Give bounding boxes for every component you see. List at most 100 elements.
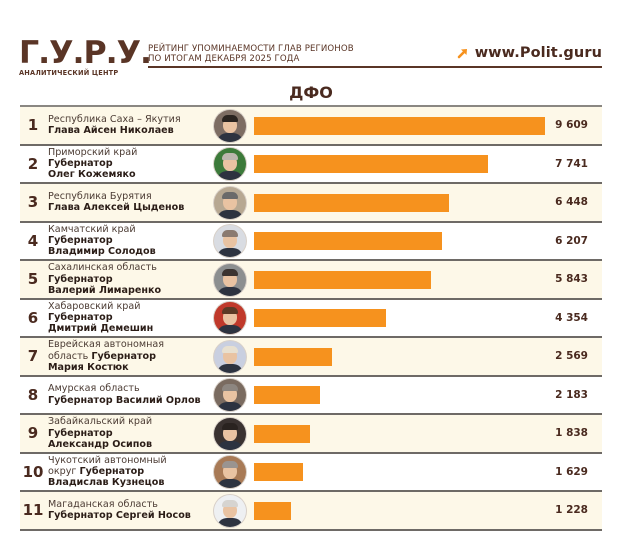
avatar-hair <box>222 230 238 237</box>
table-row: 1 Республика Саха – Якутия Глава Айсен Ник… <box>20 107 602 146</box>
avatar-suit <box>217 363 243 373</box>
official-name: Олег Кожемяко <box>48 169 136 181</box>
avatar-hair <box>222 114 238 122</box>
region-name-tail: область <box>48 350 89 362</box>
table-row: 2 Приморский край Губернатор Олег Кожемяко 7… <box>20 146 602 184</box>
avatar <box>214 456 246 488</box>
region-name-tail: округ <box>48 466 77 478</box>
official-name: Александр Осипов <box>48 438 153 450</box>
region-title-line: округ Губернатор <box>48 466 218 477</box>
mentions-bar <box>254 193 450 212</box>
avatar-suit <box>217 209 243 219</box>
mentions-bar <box>254 463 304 481</box>
avatar <box>214 379 246 411</box>
avatar-hair <box>222 499 238 507</box>
rank-number: 6 <box>27 308 39 327</box>
ranking-table: 1 Республика Саха – Якутия Глава Айсен Ник… <box>20 105 602 531</box>
official-name: Владимир Солодов <box>48 246 156 258</box>
avatar-suit <box>217 325 243 334</box>
report-title-line2: ПО ИТОГАМ ДЕКАБРЯ 2025 ГОДА <box>148 54 300 64</box>
rank-number: 10 <box>22 462 44 481</box>
mentions-bar <box>254 232 442 250</box>
official-title: Губернатор <box>48 427 113 439</box>
rank-number: 11 <box>22 501 44 520</box>
mentions-bar <box>254 270 431 289</box>
bar-track <box>254 424 545 443</box>
site-link[interactable]: www.Polit.guru <box>457 45 602 61</box>
official-title: Губернатор <box>48 235 113 247</box>
bar-track <box>254 501 545 520</box>
avatar-hair <box>222 307 238 314</box>
official-info: Чукотский автономный округ Губернатор Влад… <box>48 454 218 491</box>
avatar-hair <box>222 345 238 353</box>
official-title-name: Глава Айсен Николаев <box>48 125 174 137</box>
official-name: Валерий Лимаренко <box>48 284 162 296</box>
official-title-name: Глава Алексей Цыденов <box>48 202 185 214</box>
region-name: Еврейская автономная <box>48 339 165 351</box>
logo: Г.У.Р.У. АНАЛИТИЧЕСКИЙ ЦЕНТР <box>19 35 152 78</box>
official-title-name: Губернатор Сергей Носов <box>48 510 191 522</box>
official-info: Сахалинская область Губернатор Валерий Лим… <box>48 261 218 298</box>
bar-track <box>254 155 545 173</box>
avatar <box>214 186 246 219</box>
region-name: Камчатский край <box>48 223 136 235</box>
official-name: Мария Костюк <box>48 361 129 373</box>
avatar-hair <box>222 461 238 468</box>
avatar-suit <box>217 248 243 257</box>
table-row: 3 Республика Бурятия Глава Алексей Цыденов… <box>20 184 602 223</box>
logo-main: Г.У.Р.У. <box>19 35 152 71</box>
rank-number: 3 <box>27 193 39 212</box>
table-row: 6 Хабаровский край Губернатор Дмитрий Демеш… <box>20 300 602 338</box>
bar-track <box>254 232 545 250</box>
report-title-line1: РЕЙТИНГ УПОМИНАЕМОСТИ ГЛАВ РЕГИОНОВ <box>148 44 354 54</box>
region-name: Амурская область <box>48 383 140 395</box>
mentions-bar <box>254 155 489 173</box>
table-row: 11 Магаданская область Губернатор Сергей Н… <box>20 492 602 531</box>
avatar <box>214 263 246 296</box>
region-name: Сахалинская область <box>48 262 157 274</box>
avatar <box>214 302 246 334</box>
region-name: Чукотский автономный <box>48 454 167 466</box>
official-info: Еврейская автономная область Губернатор Ма… <box>48 338 218 375</box>
official-info: Камчатский край Губернатор Владимир Солодо… <box>48 223 218 260</box>
bar-track <box>254 270 545 289</box>
mentions-bar <box>254 501 292 520</box>
table-row: 5 Сахалинская область Губернатор Валерий Ли… <box>20 261 602 300</box>
bar-track <box>254 193 545 212</box>
avatar-suit <box>217 440 243 450</box>
avatar-suit <box>217 517 243 527</box>
mentions-bar <box>254 309 386 327</box>
rank-number: 5 <box>27 270 39 289</box>
official-info: Республика Бурятия Глава Алексей Цыденов <box>48 184 218 221</box>
table-row: 10 Чукотский автономный округ Губернатор Вл… <box>20 454 602 492</box>
bar-track <box>254 347 545 366</box>
avatar <box>214 148 246 180</box>
official-info: Амурская область Губернатор Василий Орлов <box>48 377 218 414</box>
avatar-suit <box>217 479 243 488</box>
mentions-value: 6 207 <box>555 234 588 247</box>
official-name: Дмитрий Демешин <box>48 323 154 335</box>
avatar-hair <box>222 153 238 160</box>
official-info: Хабаровский край Губернатор Дмитрий Демеши… <box>48 300 218 337</box>
rank-number: 8 <box>27 385 39 404</box>
official-title: Губернатор <box>48 312 113 324</box>
bar-track <box>254 116 545 135</box>
avatar-suit <box>217 132 243 142</box>
region-name: Хабаровский край <box>48 300 141 312</box>
avatar-suit <box>217 171 243 180</box>
mentions-bar <box>254 347 332 366</box>
mentions-value: 9 609 <box>555 119 588 132</box>
official-info: Забайкальский край Губернатор Александр Ос… <box>48 415 218 452</box>
bar-track <box>254 309 545 327</box>
table-row: 7 Еврейская автономная область Губернатор М… <box>20 338 602 377</box>
avatar <box>214 494 246 527</box>
avatar <box>214 225 246 257</box>
header: Г.У.Р.У. АНАЛИТИЧЕСКИЙ ЦЕНТР РЕЙТИНГ УПО… <box>0 0 640 100</box>
rank-number: 1 <box>27 116 39 135</box>
district-title: ДФО <box>289 83 333 102</box>
official-title: Губернатор <box>48 273 113 285</box>
avatar-hair <box>222 422 238 430</box>
site-url[interactable]: www.Polit.guru <box>474 45 602 61</box>
mentions-bar <box>254 116 545 135</box>
mentions-bar <box>254 424 310 443</box>
